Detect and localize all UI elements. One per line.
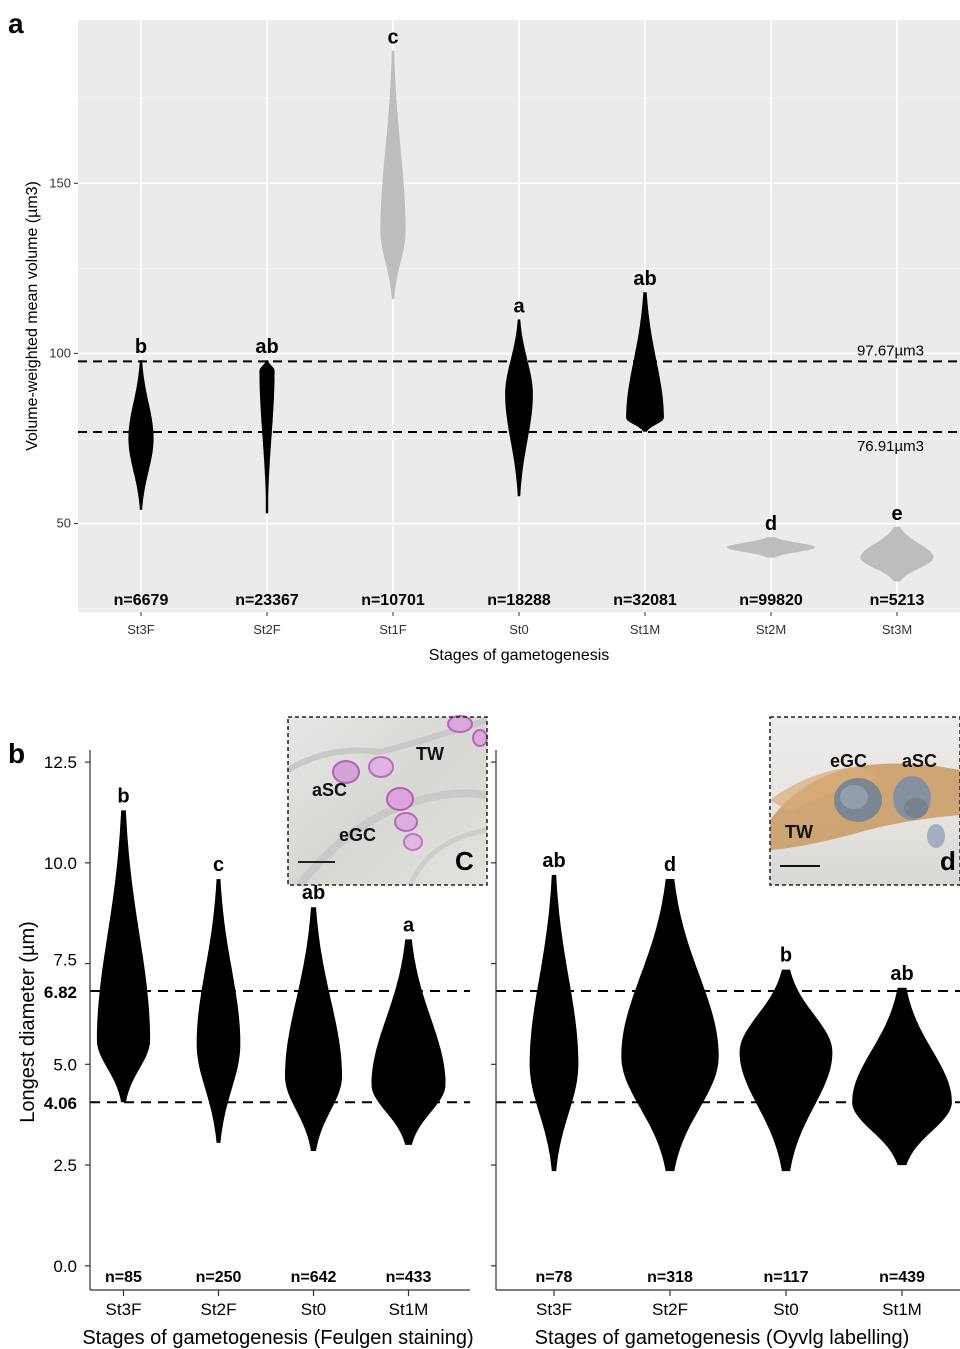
panel-a-y-axis: 50 100 150 [49, 175, 78, 531]
panel-a-sample-size: n=10701 [361, 592, 425, 609]
panel-b-sample-size: n=433 [386, 1269, 432, 1286]
panel-a-violin [380, 50, 406, 299]
panel-a-significance-letter: ab [633, 268, 656, 290]
inset-micrograph-feulgen: TW aSC eGC C [286, 715, 488, 888]
panel-b-reference-tick-label: 4.06 [44, 1094, 77, 1113]
panel-b-x-tick-label: St0 [301, 1300, 327, 1319]
panel-a-significance-letter: d [765, 513, 777, 535]
panel-a-significance-letter: ab [255, 336, 278, 358]
panel-b-sample-size: n=439 [879, 1269, 925, 1286]
panel-b-violin [96, 810, 151, 1103]
panel-a-violin [505, 319, 533, 497]
panel-b-letter: b [8, 738, 25, 769]
panel-b-x-tick-label: St3F [106, 1300, 142, 1319]
panel-a-x-axis-title: Stages of gametogenesis [429, 647, 610, 664]
panel-b-sample-size: n=85 [105, 1269, 142, 1286]
panel-b-y-tick-label: 5.0 [53, 1055, 77, 1074]
panel-b-y-axis: 0.0 2.5 10.0 12.5 7.5 5.0 4.06 6.82 [44, 750, 497, 1290]
panel-a-x-tick-label: St3F [127, 622, 155, 637]
panel-b-x-tick-label: St1M [389, 1300, 429, 1319]
panel-b-x-axis: St3F St2F St0 St1M St3F St2F St0 St1M [90, 1289, 960, 1319]
panel-b-left-x-axis-title: Stages of gametogenesis (Feulgen stainin… [82, 1327, 473, 1349]
inset-d-label-asc: aSC [902, 751, 937, 771]
panel-b-x-tick-label: St3F [536, 1300, 572, 1319]
panel-b-reference-tick-label: 6.82 [44, 983, 77, 1002]
panel-b-significance-letter: ab [890, 963, 913, 985]
panel-b-sample-size: n=250 [196, 1269, 242, 1286]
panel-a-x-axis: St3F St2F St1F St0 St1M St2M St3M [127, 612, 912, 637]
panel-b-y-tick-label: 12.5 [44, 753, 77, 772]
panel-b-significance-letter: ab [542, 850, 565, 872]
panel-b-y-tick-label: 0.0 [53, 1257, 77, 1276]
panel-a-significance-letter: e [891, 503, 902, 525]
panel-b-violin [529, 874, 579, 1172]
panel-b-violin [285, 907, 342, 1151]
panel-b-y-tick-label: 2.5 [53, 1156, 77, 1175]
panel-a-significance-letter: c [387, 27, 398, 49]
panel-a-significance-letter: b [135, 336, 147, 358]
panel-a-sample-size: n=6679 [114, 592, 169, 609]
panel-b-violins: b n=85 c n=250 ab n=642 a n=433 ab n=78 d n=318 b n=1… [96, 785, 952, 1286]
panel-b-x-tick-label: St2F [652, 1300, 688, 1319]
panel-b-sample-size: n=117 [764, 1269, 809, 1286]
panel-a-violin [128, 360, 154, 510]
panel-a-x-tick-label: St2F [253, 622, 281, 637]
panel-b-sample-size: n=642 [291, 1269, 337, 1286]
panel-b-significance-letter: ab [302, 882, 325, 904]
panel-a-sample-size: n=99820 [739, 592, 803, 609]
inset-d-label-egc: eGC [830, 751, 867, 771]
panel-b-violin [739, 969, 833, 1172]
panel-a-x-tick-label: St2M [756, 622, 786, 637]
panel-b-significance-letter: b [780, 945, 792, 967]
panel-b-significance-letter: b [117, 785, 129, 807]
panel-a-x-tick-label: St3M [882, 622, 912, 637]
panel-b-y-axis-title: Longest diameter (µm) [17, 921, 39, 1123]
panel-b-y-tick-label: 10.0 [44, 854, 77, 873]
panel-a-y-tick-label: 50 [57, 516, 71, 531]
panel-b-violin [621, 879, 719, 1172]
panel-b-reference-lines [90, 989, 960, 1104]
panel-b-sample-size: n=318 [647, 1269, 693, 1286]
panel-a-violin [860, 526, 934, 582]
inset-c-label-tw: TW [416, 744, 444, 764]
panel-a-y-tick-label: 100 [49, 345, 71, 360]
panel-b-x-tick-label: St1M [882, 1300, 922, 1319]
panel-a-letter: a [8, 8, 24, 39]
panel-a-sample-size: n=23367 [235, 592, 299, 609]
panel-a-violins: b n=6679 ab n=23367 c n=10701 a n=18288 ab n=3208… [114, 27, 934, 609]
panel-b-x-tick-label: St0 [773, 1300, 799, 1319]
panel-a-sample-size: n=32081 [613, 592, 677, 609]
inset-d-letter: d [940, 846, 956, 876]
inset-d-label-tw: TW [785, 822, 813, 842]
panel-b-y-tick-label: 7.5 [53, 951, 77, 970]
panel-b-x-tick-label: St2F [201, 1300, 237, 1319]
panel-a-violin [626, 292, 664, 432]
panel-a-y-axis-title: Volume-weighted mean volume (µm3) [24, 181, 41, 451]
panel-b-violin [196, 879, 241, 1143]
panel-a-x-tick-label: St1F [379, 622, 407, 637]
inset-micrograph-oyvlg: eGC aSC TW d [769, 716, 960, 886]
inset-c-letter: C [455, 846, 474, 876]
panel-a-y-tick-label: 150 [49, 175, 71, 190]
panel-a-x-tick-label: St0 [509, 622, 529, 637]
panel-a-gridlines [78, 20, 960, 612]
panel-b-significance-letter: c [213, 854, 224, 876]
inset-c-label-asc: aSC [312, 780, 347, 800]
panel-a-reference-label: 97.67µm3 [857, 342, 924, 359]
panel-a-reference-label: 76.91µm3 [857, 438, 924, 455]
panel-a-violin [726, 537, 816, 558]
panel-b-violin [371, 939, 446, 1145]
panel-b-right-x-axis-title: Stages of gametogenesis (Oyvlg labelling… [535, 1327, 910, 1349]
inset-c-label-egc: eGC [339, 825, 376, 845]
panel-a-violin [259, 360, 275, 514]
panel-a-x-tick-label: St1M [630, 622, 660, 637]
panel-b-violin [852, 987, 952, 1166]
panel-a-significance-letter: a [513, 295, 525, 317]
panel-b-significance-letter: d [664, 854, 676, 876]
panel-a-sample-size: n=18288 [487, 592, 551, 609]
panel-b-sample-size: n=78 [536, 1269, 573, 1286]
panel-a-sample-size: n=5213 [870, 592, 925, 609]
panel-b-significance-letter: a [403, 914, 415, 936]
